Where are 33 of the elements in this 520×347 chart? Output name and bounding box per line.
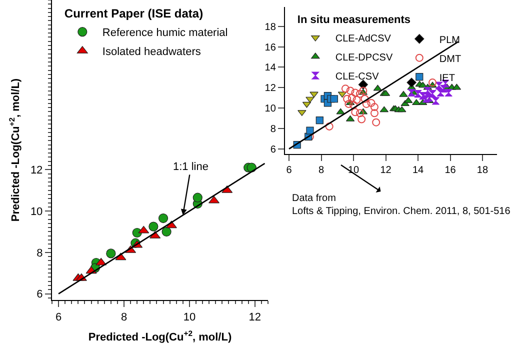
x-tick-label: 12 bbox=[380, 165, 392, 176]
y-tick-label: 16 bbox=[264, 42, 276, 54]
x-tick-label: 10 bbox=[183, 311, 196, 324]
legend-label: CLE-CSV bbox=[335, 71, 380, 82]
x-tick-label: 12 bbox=[248, 311, 262, 324]
y-tick-label: 6 bbox=[270, 144, 276, 156]
x-tick-label: 6 bbox=[55, 311, 62, 324]
y-tick-label: 10 bbox=[30, 206, 43, 218]
x-tick-label: 16 bbox=[444, 165, 456, 176]
legend-label: Reference humic material bbox=[102, 27, 228, 40]
legend-label: IET bbox=[439, 72, 455, 84]
y-tick-label: 18 bbox=[264, 22, 276, 33]
x-tick-label: 14 bbox=[412, 165, 424, 176]
y-tick-label: 14 bbox=[264, 62, 276, 74]
y-tick-label: 8 bbox=[36, 247, 43, 260]
y-tick-label: 8 bbox=[270, 124, 276, 135]
legend-title: In situ measurements bbox=[297, 14, 410, 26]
y-tick-label: 6 bbox=[36, 288, 43, 301]
legend-title: Current Paper (ISE data) bbox=[64, 6, 204, 20]
legend-label: PLM bbox=[439, 34, 460, 46]
legend-label: CLE-AdCSV bbox=[335, 33, 392, 44]
x-axis-title: Predicted -Log(Cu$^{+2}$, mol/L) bbox=[88, 328, 232, 344]
legend-label: DMT bbox=[439, 54, 462, 65]
legend-label: CLE-DPCSV bbox=[335, 52, 393, 64]
x-tick-label: 8 bbox=[120, 311, 128, 324]
x-tick-label: 8 bbox=[318, 165, 324, 176]
text: Data from Lofts & Tipping, Environ. Chem. 2011, 8, 501-516 bbox=[292, 193, 511, 217]
y-tick-label: 10 bbox=[264, 104, 276, 115]
y-tick-label: 12 bbox=[264, 83, 276, 94]
annotation: 1:1 line bbox=[173, 161, 208, 173]
legend-label: Isolated headwaters bbox=[102, 46, 202, 58]
x-tick-label: 6 bbox=[286, 165, 292, 176]
x-tick-label: 18 bbox=[476, 165, 488, 176]
